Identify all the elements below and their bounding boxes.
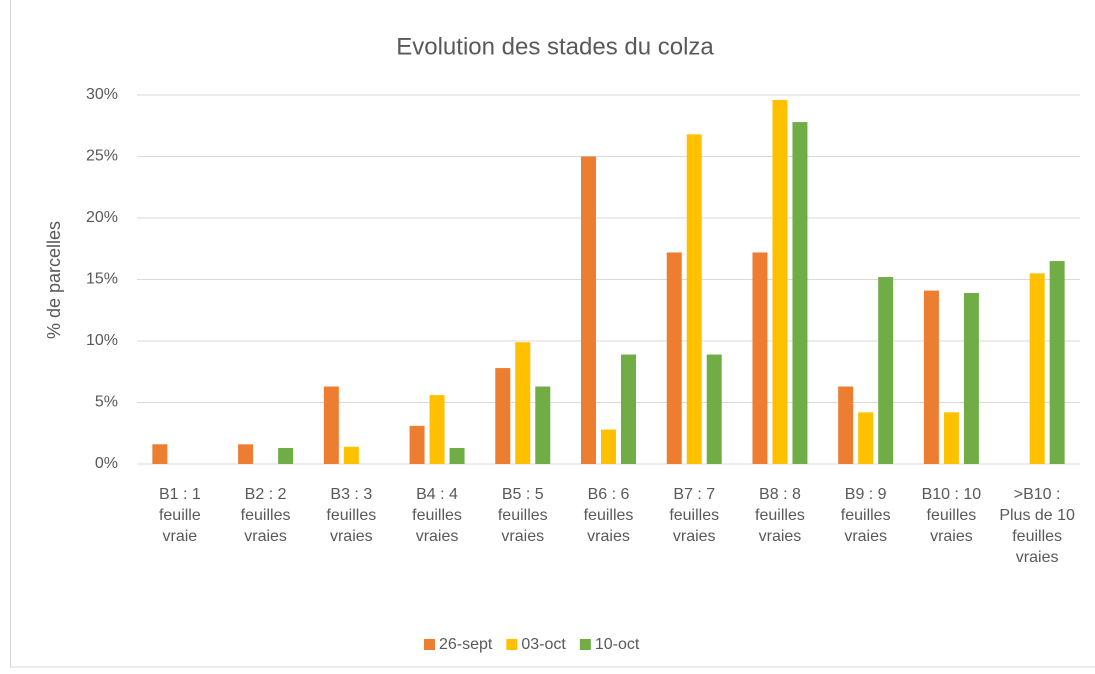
x-tick-label: B6 : 6 feuilles vraies xyxy=(583,486,634,545)
legend-swatch xyxy=(506,639,518,650)
legend-label: 26-sept xyxy=(439,636,493,653)
legend-swatch xyxy=(579,639,591,650)
bar xyxy=(495,368,511,464)
bar xyxy=(666,252,682,464)
bar xyxy=(752,252,768,464)
bar xyxy=(706,354,722,464)
bar xyxy=(343,446,359,464)
y-tick-label: 10% xyxy=(86,332,118,349)
bar xyxy=(278,448,294,464)
x-tick-label: B7 : 7 feuilles vraies xyxy=(669,486,720,545)
bar xyxy=(838,386,854,464)
x-tick-label: B5 : 5 feuilles vraies xyxy=(497,486,548,545)
x-tick-label: B4 : 4 feuilles vraies xyxy=(412,486,462,545)
bar xyxy=(515,342,531,464)
legend-label: 10-oct xyxy=(595,636,640,653)
bar xyxy=(943,412,959,464)
chart-border xyxy=(10,0,1095,668)
bar xyxy=(686,134,702,465)
x-tick-label: B8 : 8 feuilles vraies xyxy=(755,486,805,545)
y-tick-label: 0% xyxy=(95,455,118,472)
x-tick-label: B3 : 3 feuilles vraies xyxy=(326,486,377,545)
bar xyxy=(858,412,874,464)
x-tick-label: B9 : 9 feuilles vraies xyxy=(840,486,891,545)
bar xyxy=(878,277,894,464)
x-tick-label: >B10 : Plus de 10 feuilles vraies xyxy=(999,486,1075,566)
bar xyxy=(772,99,788,465)
bar xyxy=(152,444,168,464)
x-tick-label: B1 : 1 feuille vraie xyxy=(158,486,201,545)
bar xyxy=(429,395,445,464)
legend-label: 03-oct xyxy=(521,636,566,653)
bar xyxy=(238,444,254,464)
bar xyxy=(923,290,939,464)
legend-swatch xyxy=(424,639,435,650)
bar xyxy=(581,156,596,464)
chart-title: Evolution des stades du colza xyxy=(396,33,714,60)
bar xyxy=(792,122,808,464)
y-axis-title: % de parcelles xyxy=(44,221,64,339)
y-tick-label: 25% xyxy=(86,148,118,165)
y-tick-label: 15% xyxy=(86,271,118,288)
bar xyxy=(963,293,979,464)
bar xyxy=(621,354,636,464)
bar xyxy=(601,429,616,464)
x-tick-label: B2 : 2 feuilles vraies xyxy=(240,486,291,545)
bar xyxy=(323,386,339,464)
bar xyxy=(409,425,425,464)
bar xyxy=(535,386,551,464)
y-tick-label: 20% xyxy=(86,209,118,226)
x-tick-label: B10 : 10 feuilles vraies xyxy=(921,486,982,545)
bar xyxy=(449,448,465,464)
y-tick-label: 5% xyxy=(95,394,118,411)
y-tick-label: 30% xyxy=(86,86,118,103)
bar xyxy=(1029,273,1045,464)
bar xyxy=(1049,261,1065,464)
